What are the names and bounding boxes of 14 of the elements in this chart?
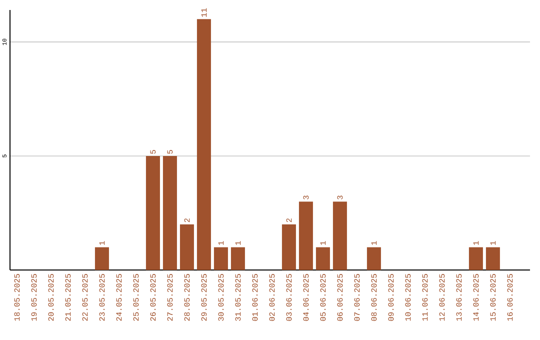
bar (468, 247, 483, 270)
bar (162, 156, 177, 270)
bar (180, 224, 194, 270)
bar (486, 247, 500, 270)
bar (282, 224, 296, 270)
bar (146, 156, 160, 270)
bar (366, 247, 381, 270)
bar (298, 202, 313, 270)
bar (94, 247, 109, 270)
bar (316, 247, 330, 270)
bar (196, 19, 211, 270)
bar (332, 202, 347, 270)
bar (230, 247, 245, 270)
bar (214, 247, 228, 270)
